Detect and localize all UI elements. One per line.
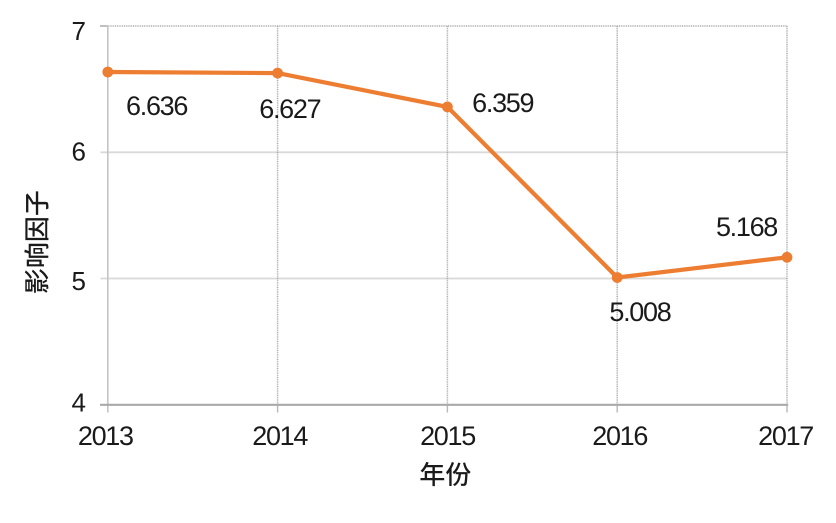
svg-text:5.168: 5.168 — [716, 212, 777, 242]
svg-text:6: 6 — [72, 137, 86, 167]
svg-text:4: 4 — [72, 388, 86, 418]
svg-text:5: 5 — [72, 266, 86, 296]
svg-text:7: 7 — [72, 16, 86, 46]
svg-text:2017: 2017 — [758, 421, 813, 451]
svg-text:6.359: 6.359 — [472, 88, 533, 118]
svg-text:2016: 2016 — [592, 421, 647, 451]
svg-text:6.636: 6.636 — [126, 91, 187, 121]
svg-text:2013: 2013 — [78, 421, 133, 451]
svg-text:2014: 2014 — [252, 421, 308, 451]
svg-text:2015: 2015 — [420, 421, 475, 451]
svg-text:6.627: 6.627 — [259, 94, 320, 124]
svg-text:5.008: 5.008 — [609, 297, 670, 327]
